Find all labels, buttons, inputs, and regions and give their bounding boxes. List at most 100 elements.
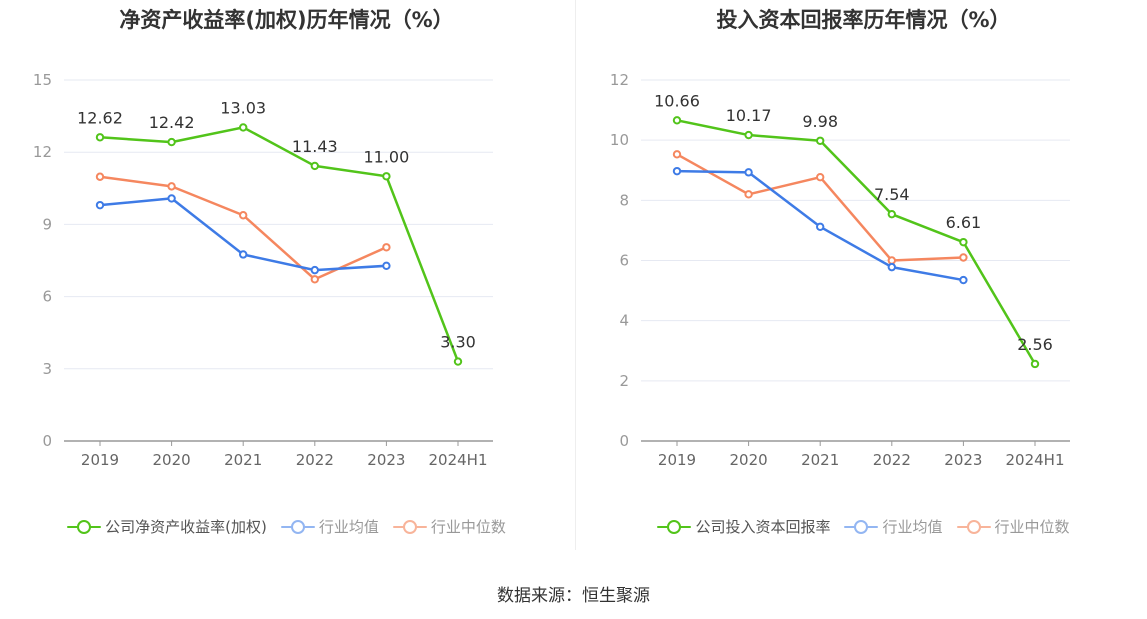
x-tick-label: 2023 — [367, 451, 405, 469]
y-tick-label: 12 — [610, 71, 629, 89]
data-point — [310, 161, 319, 171]
data-point — [959, 237, 968, 247]
data-point — [167, 182, 176, 191]
data-point — [1030, 359, 1040, 369]
legend-mean-swatch-icon — [280, 519, 315, 534]
series-line — [99, 126, 460, 363]
data-point — [672, 150, 682, 159]
legend-mean-swatch-icon — [844, 519, 879, 534]
legend-company-swatch-icon — [657, 519, 692, 534]
data-point — [382, 243, 391, 252]
x-tick-label: 2023 — [944, 451, 982, 469]
x-tick-label: 2019 — [81, 451, 119, 469]
data-label: 2.56 — [1017, 335, 1053, 354]
x-tick-label: 2022 — [296, 451, 334, 469]
data-label: 11.00 — [363, 147, 409, 166]
data-label: 6.61 — [946, 213, 982, 232]
data-point — [744, 130, 753, 140]
data-point — [310, 275, 319, 284]
data-point — [816, 136, 825, 145]
legend-item-industry-mean[interactable]: 行业均值 — [280, 516, 379, 537]
x-tick-label: 2019 — [658, 451, 696, 469]
data-point — [816, 172, 825, 182]
series-line — [676, 119, 1037, 365]
x-tick-label: 2024H1 — [429, 451, 488, 469]
y-tick-label: 0 — [42, 432, 52, 450]
y-tick-label: 8 — [619, 191, 629, 209]
legend-item-industry-median[interactable]: 行业中位数 — [956, 516, 1070, 537]
legend-median-swatch-icon — [956, 519, 991, 534]
data-point — [744, 168, 753, 177]
data-label: 12.62 — [77, 108, 123, 127]
data-label: 7.54 — [874, 185, 910, 204]
data-point — [382, 261, 391, 270]
data-point — [239, 211, 248, 220]
data-label: 11.43 — [292, 137, 338, 156]
data-point — [887, 256, 896, 265]
legend-company-label: 公司净资产收益率(加权) — [105, 518, 267, 536]
x-tick-label: 2021 — [224, 451, 262, 469]
roic-chart-panel: 投入资本回报率历年情况（%） 0 2 4 6 8 10 12 2019 2020 2021 2022… — [577, 0, 1147, 560]
legend-median-swatch-icon — [392, 519, 427, 534]
y-tick-label: 0 — [619, 432, 629, 450]
legend-company-swatch-icon — [67, 519, 102, 534]
chart-legend: 公司投入资本回报率 行业均值 行业中位数 — [577, 516, 1147, 537]
series-line — [99, 175, 387, 281]
y-tick-label: 9 — [42, 215, 52, 233]
data-point — [382, 172, 391, 181]
data-point — [672, 166, 682, 176]
data-point — [959, 275, 968, 285]
y-tick-label: 15 — [33, 71, 52, 89]
data-point — [167, 137, 176, 147]
data-point — [239, 123, 248, 132]
legend-item-company[interactable]: 公司投入资本回报率 — [657, 516, 830, 537]
data-point — [744, 190, 753, 199]
y-tick-label: 3 — [42, 360, 52, 378]
legend-mean-label: 行业均值 — [882, 518, 943, 536]
data-label: 3.30 — [440, 333, 476, 352]
chart-title: 净资产收益率(加权)历年情况（%） — [119, 8, 454, 32]
data-label: 9.98 — [802, 112, 838, 131]
x-tick-label: 2022 — [873, 451, 911, 469]
y-tick-label: 6 — [42, 288, 52, 306]
data-point — [672, 116, 682, 125]
data-point — [887, 209, 896, 219]
data-label: 12.42 — [149, 113, 195, 132]
chart-title: 投入资本回报率历年情况（%） — [716, 8, 1011, 32]
data-point — [239, 250, 248, 259]
legend-company-label: 公司投入资本回报率 — [695, 518, 831, 536]
data-label: 10.66 — [654, 91, 700, 110]
data-point — [95, 172, 105, 181]
data-label: 13.03 — [220, 98, 266, 117]
panel-divider — [575, 0, 576, 550]
data-point — [453, 357, 463, 366]
roe-chart-panel: 净资产收益率(加权)历年情况（%） 0 3 6 9 12 15 2019 2020 2021 20… — [0, 0, 573, 560]
legend-item-industry-mean[interactable]: 行业均值 — [844, 516, 943, 537]
x-tick-label: 2020 — [153, 451, 191, 469]
y-tick-label: 12 — [33, 143, 52, 161]
data-point — [887, 262, 896, 272]
series-line — [99, 197, 387, 272]
y-tick-label: 6 — [619, 252, 629, 270]
y-tick-label: 2 — [619, 372, 629, 390]
legend-item-company[interactable]: 公司净资产收益率(加权) — [67, 516, 267, 537]
x-tick-label: 2024H1 — [1006, 451, 1065, 469]
roe-line-chart: 0 3 6 9 12 15 2019 2020 2021 2022 2023 2024H1 12.62 1… — [33, 71, 493, 469]
x-tick-label: 2021 — [801, 451, 839, 469]
legend-median-label: 行业中位数 — [430, 518, 506, 536]
chart-legend: 公司净资产收益率(加权) 行业均值 行业中位数 — [0, 516, 573, 537]
legend-item-industry-median[interactable]: 行业中位数 — [392, 516, 506, 537]
y-tick-label: 10 — [610, 131, 629, 149]
roic-line-chart: 0 2 4 6 8 10 12 2019 2020 2021 2022 2023 2024H1 10.66… — [610, 71, 1070, 469]
data-point — [167, 194, 176, 203]
legend-mean-label: 行业均值 — [318, 518, 379, 536]
data-label: 10.17 — [726, 106, 772, 125]
data-point — [816, 222, 825, 232]
data-point — [310, 265, 319, 275]
data-source-note: 数据来源：恒生聚源 — [497, 586, 650, 606]
data-point — [95, 200, 105, 210]
x-tick-label: 2020 — [730, 451, 768, 469]
y-tick-label: 4 — [619, 312, 629, 330]
data-point — [95, 133, 105, 142]
legend-median-label: 行业中位数 — [994, 518, 1070, 536]
